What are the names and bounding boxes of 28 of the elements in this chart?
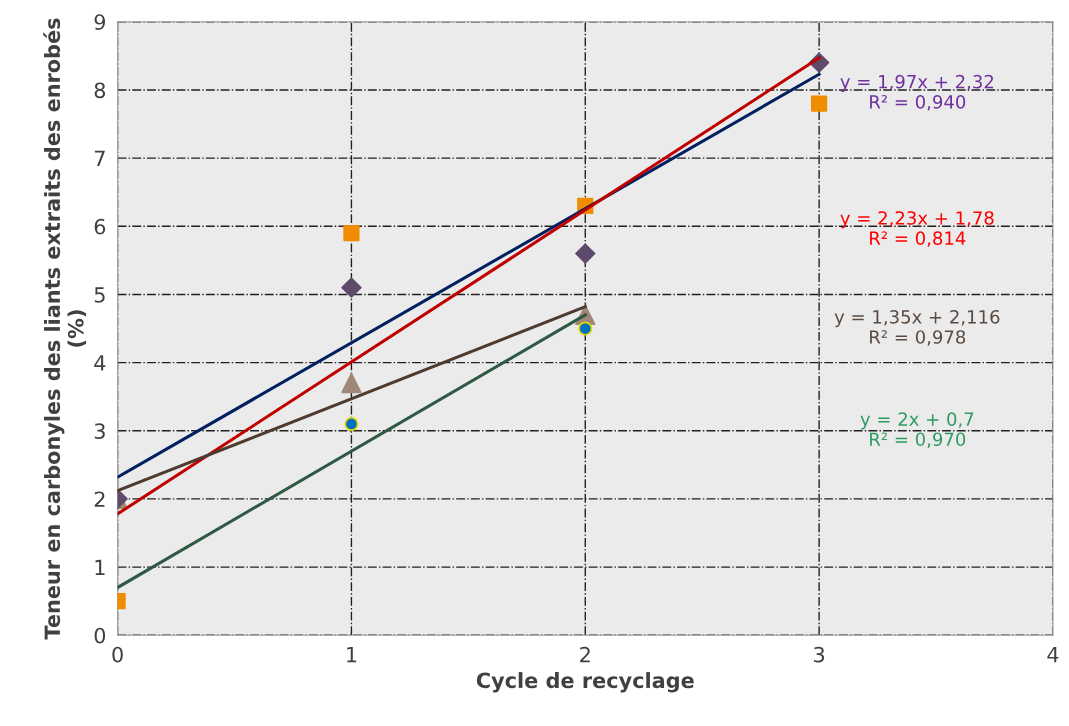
x-tick-label: 4 [1047, 647, 1059, 663]
y-tick-label: 4 [94, 355, 106, 371]
annotation: y = 1,35x + 2,116 R² = 0,978 [834, 309, 1000, 346]
y-tick-label: 9 [94, 14, 106, 30]
y-tick-label: 1 [95, 559, 105, 575]
point [344, 416, 359, 431]
x-axis-title: Cycle de recyclage [476, 672, 694, 693]
y-tick-label: 6 [94, 218, 106, 235]
y-tick-label: 8 [94, 82, 106, 99]
y-tick-label: 2 [94, 491, 105, 507]
annotation: y = 1,97x + 2,32 R² = 0,940 [840, 74, 994, 111]
point [811, 95, 828, 112]
point [341, 372, 362, 394]
point [575, 243, 596, 264]
y-axis-title: Teneur en carbonyles des liants extraits des enrobés (%) [43, 18, 87, 640]
x-tick-label: 2 [580, 646, 590, 663]
y-tick-label: 3 [94, 423, 105, 439]
y-tick-label: 7 [94, 150, 105, 167]
x-tick-label: 1 [347, 647, 357, 663]
x-tick-label: 3 [814, 646, 825, 663]
x-tick-label: 0 [112, 646, 123, 663]
y-tick-label: 0 [94, 627, 106, 644]
annotation: y = 2,23x + 1,78 R² = 0,814 [840, 211, 994, 247]
point [343, 224, 360, 242]
point [578, 321, 593, 336]
annotation: y = 2x + 0,7 R² = 0,970 [860, 412, 974, 448]
y-tick-label: 5 [94, 287, 105, 303]
point [341, 277, 362, 298]
